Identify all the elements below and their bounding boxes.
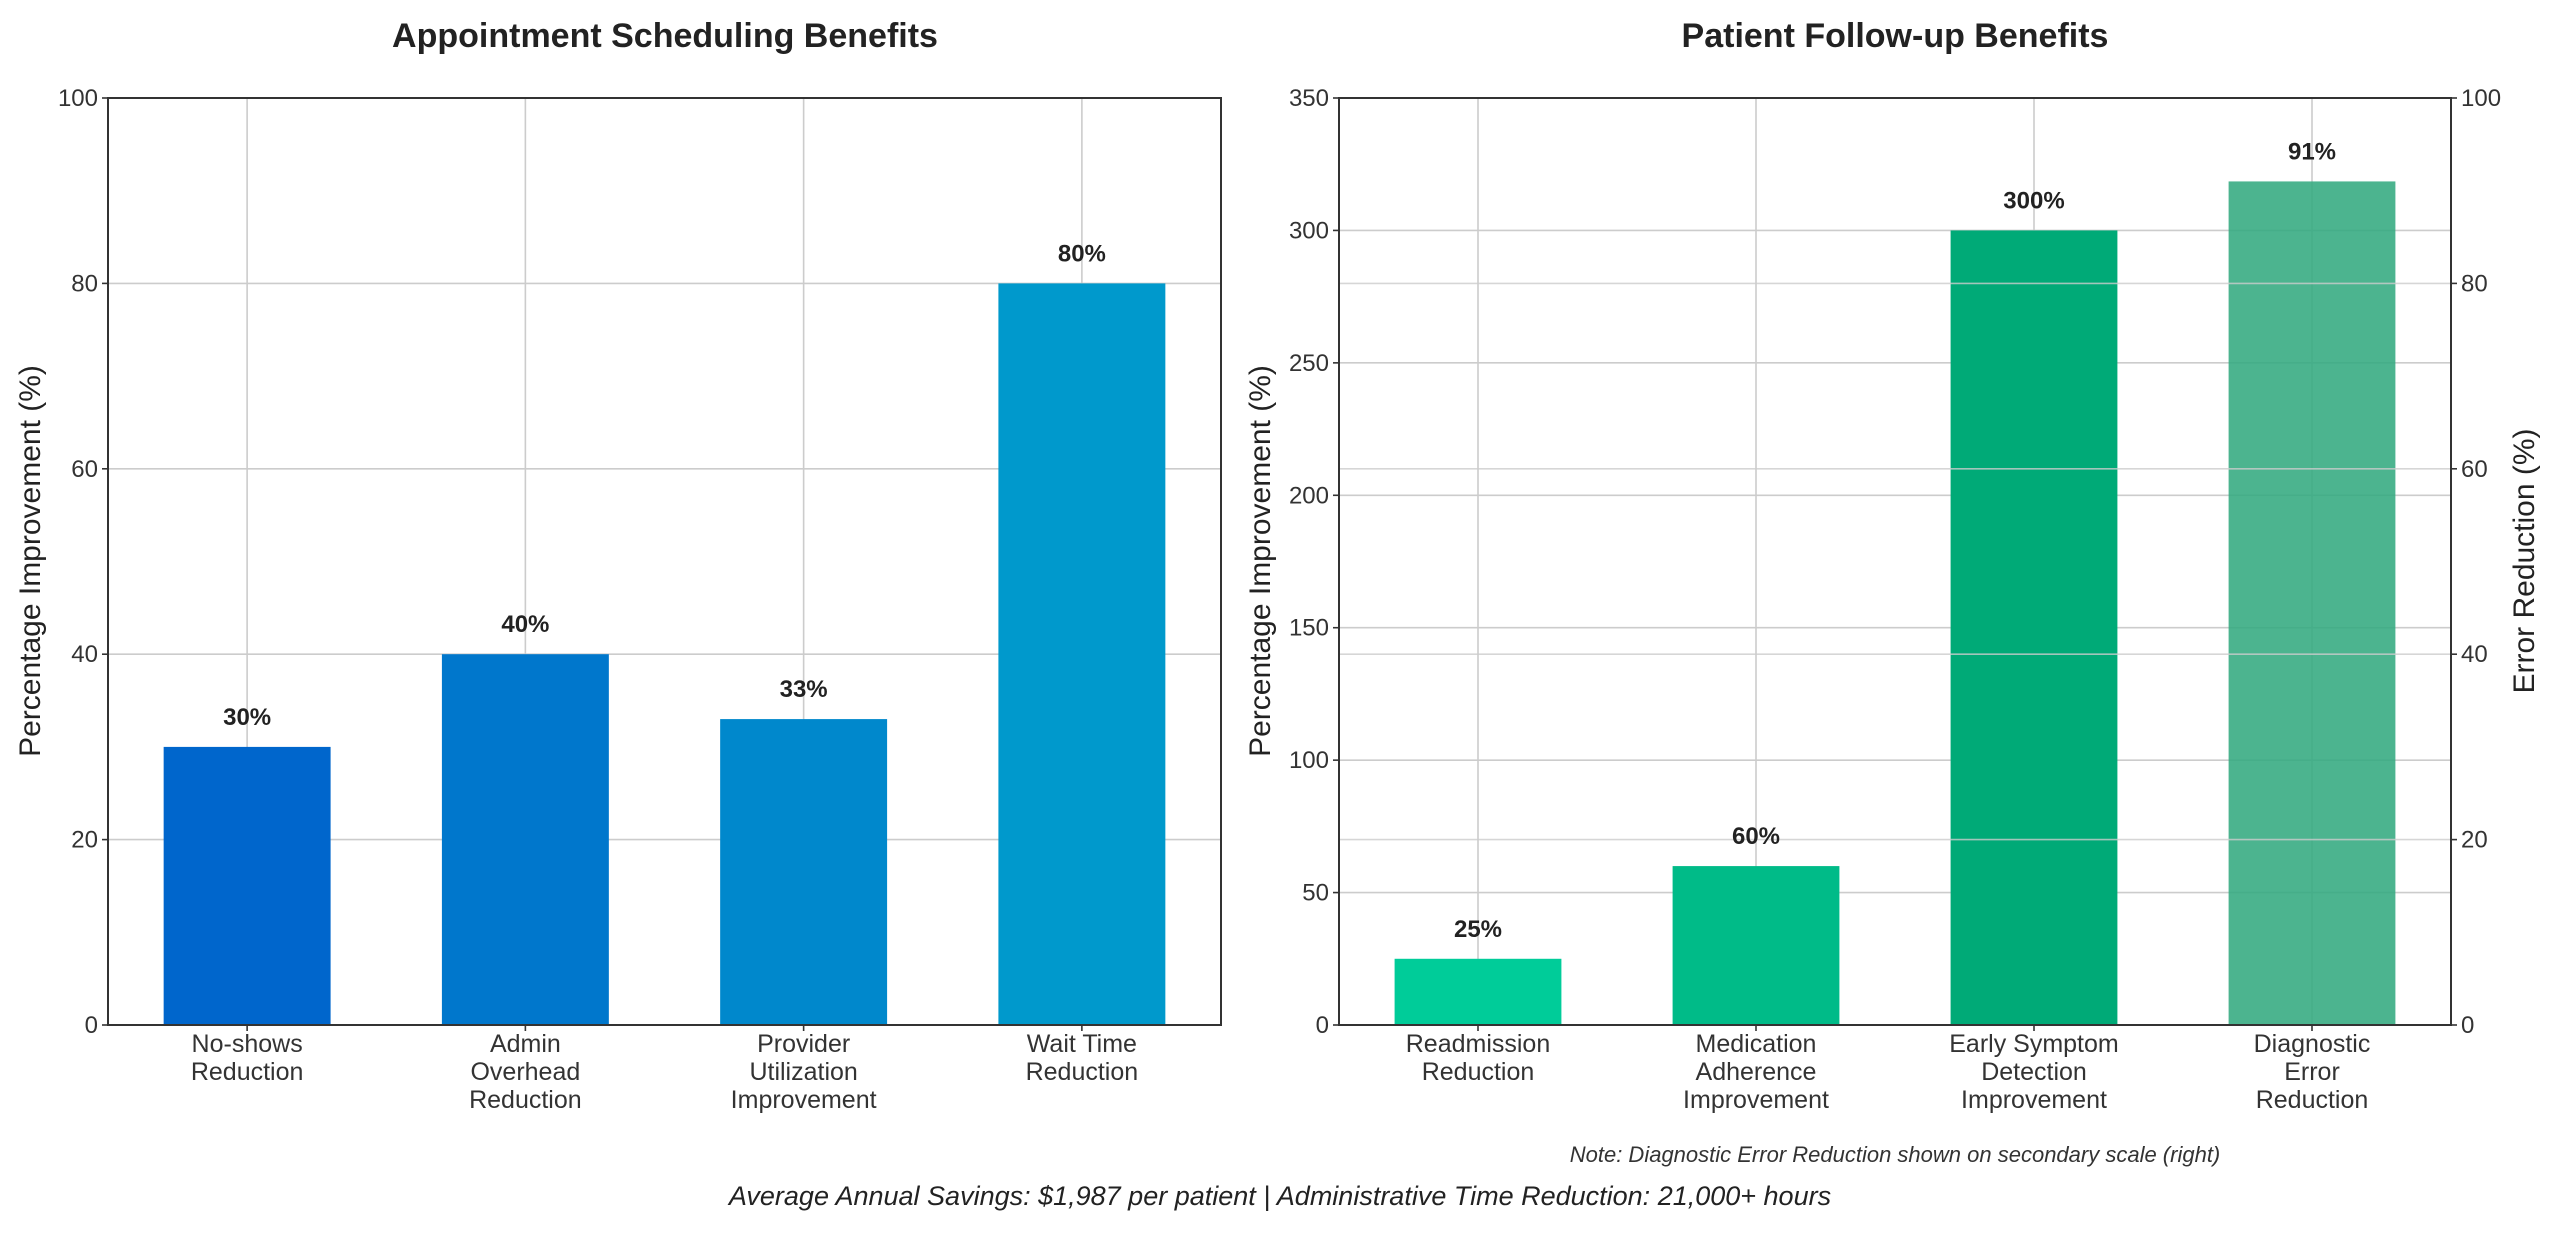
y-tick-labels: 0 20 40 60 80 100 bbox=[58, 85, 108, 1039]
bar bbox=[1394, 958, 1562, 1025]
bar-value-label: 40% bbox=[501, 611, 549, 638]
plot-frame bbox=[1338, 97, 2452, 1026]
bar bbox=[2228, 181, 2396, 1025]
bar bbox=[441, 654, 609, 1025]
secondary-y-tick-labels: 0 20 40 60 80 100 bbox=[2451, 85, 2501, 1039]
y-tick-label: 100 bbox=[58, 85, 98, 112]
y-tick-label: 80 bbox=[71, 270, 98, 297]
bar bbox=[163, 746, 331, 1025]
y-tick-label: 60 bbox=[71, 456, 98, 483]
category-labels: No-shows Reduction Admin Overhead Reduction P… bbox=[191, 1025, 1138, 1114]
category-label: Diagnostic Error Reduction bbox=[2254, 1030, 2371, 1114]
category-label: Readmission Reduction bbox=[1406, 1030, 1551, 1086]
secondary-y-tick-label: 0 bbox=[2461, 1012, 2474, 1039]
data-labels: 30% 40% 33% 80% bbox=[223, 240, 1106, 731]
secondary-y-tick-label: 100 bbox=[2461, 85, 2501, 112]
secondary-scale-note: Note: Diagnostic Error Reduction shown o… bbox=[1570, 1142, 2221, 1167]
y-tick-label: 100 bbox=[1289, 747, 1329, 774]
y-tick-label: 0 bbox=[1316, 1012, 1329, 1039]
y-tick-label: 150 bbox=[1289, 615, 1329, 642]
bar-value-label: 80% bbox=[1058, 240, 1106, 267]
secondary-y-tick-label: 40 bbox=[2461, 641, 2488, 668]
y-tick-label: 0 bbox=[85, 1012, 98, 1039]
y-axis-label: Percentage Improvement (%) bbox=[1244, 365, 1277, 757]
secondary-y-axis-label: Error Reduction (%) bbox=[2508, 428, 2541, 693]
bars bbox=[1394, 181, 2396, 1025]
bar-value-label: 91% bbox=[2288, 138, 2336, 165]
appointment-scheduling-chart: Appointment Scheduling Benefits 30% 40% 33… bbox=[14, 17, 1222, 1114]
y-axis-label: Percentage Improvement (%) bbox=[14, 365, 47, 757]
category-labels: Readmission Reduction Medication Adherence I… bbox=[1406, 1025, 2371, 1114]
chart-title: Appointment Scheduling Benefits bbox=[392, 17, 938, 55]
category-label: Early Symptom Detection Improvement bbox=[1949, 1030, 2118, 1114]
y-tick-label: 350 bbox=[1289, 85, 1329, 112]
bar bbox=[720, 719, 888, 1025]
footer-summary: Average Annual Savings: $1,987 per patie… bbox=[727, 1181, 1831, 1211]
bars bbox=[163, 283, 1166, 1025]
chart-title: Patient Follow-up Benefits bbox=[1682, 17, 2109, 55]
y-tick-label: 250 bbox=[1289, 350, 1329, 377]
patient-follow-up-chart: Patient Follow-up Benefits 25% 60% 300% 91%… bbox=[1244, 17, 2541, 1167]
bar-value-label: 33% bbox=[780, 676, 828, 703]
secondary-y-tick-label: 80 bbox=[2461, 270, 2488, 297]
bar-value-label: 60% bbox=[1732, 823, 1780, 850]
y-tick-label: 20 bbox=[71, 827, 98, 854]
category-label: Provider Utilization Improvement bbox=[731, 1030, 877, 1114]
bar bbox=[1950, 230, 2118, 1025]
y-tick-label: 50 bbox=[1302, 880, 1329, 907]
bar-value-label: 300% bbox=[2003, 187, 2064, 214]
category-label: Medication Adherence Improvement bbox=[1683, 1030, 1829, 1114]
category-label: Wait Time Reduction bbox=[1026, 1030, 1139, 1086]
bar bbox=[1672, 866, 1840, 1025]
secondary-y-tick-label: 60 bbox=[2461, 456, 2488, 483]
secondary-y-tick-label: 20 bbox=[2461, 827, 2488, 854]
y-tick-label: 200 bbox=[1289, 482, 1329, 509]
bar-value-label: 30% bbox=[223, 704, 271, 731]
y-tick-labels: 0 50 100 150 200 250 300 350 bbox=[1289, 85, 1339, 1039]
y-tick-label: 300 bbox=[1289, 217, 1329, 244]
bar-value-label: 25% bbox=[1454, 916, 1502, 943]
plot-frame bbox=[107, 97, 1222, 1026]
bar bbox=[998, 283, 1166, 1025]
y-tick-label: 40 bbox=[71, 641, 98, 668]
category-label: Admin Overhead Reduction bbox=[469, 1030, 582, 1114]
category-label: No-shows Reduction bbox=[191, 1030, 304, 1086]
data-labels: 25% 60% 300% 91% bbox=[1454, 138, 2336, 942]
